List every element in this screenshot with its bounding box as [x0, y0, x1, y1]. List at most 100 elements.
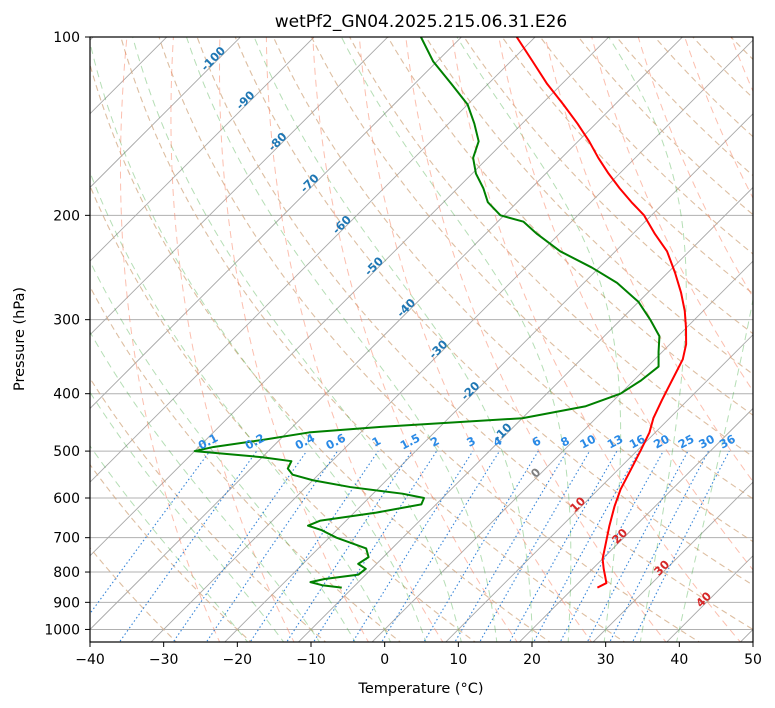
- y-tick-label: 800: [53, 565, 80, 581]
- chart-title: wetPf2_GN04.2025.215.06.31.E26: [275, 12, 567, 32]
- dry-adiabat: [90, 463, 252, 642]
- equivalent-adiabat: [498, 37, 753, 571]
- isotherm-line: [90, 37, 463, 410]
- isotherm-label: 10: [567, 494, 588, 515]
- equivalent-adiabat: [684, 37, 753, 200]
- isotherm-line: [90, 37, 389, 336]
- dry-adiabat: [463, 37, 753, 335]
- y-tick-label: 100: [53, 30, 80, 46]
- mixing-ratio-label: 8: [558, 434, 572, 450]
- plot-frame: [89, 36, 754, 643]
- mixing-ratio-line: [559, 450, 664, 642]
- dry-adiabat: [120, 37, 626, 642]
- dry-adiabat: [348, 37, 753, 458]
- dry-adiabat: [730, 37, 753, 61]
- isotherm-label: 20: [609, 526, 630, 547]
- mixing-ratio-line: [286, 450, 413, 642]
- isotherm-label: -30: [426, 337, 451, 362]
- y-tick-label: 400: [53, 387, 80, 403]
- mixing-ratio-label: 16: [627, 432, 648, 452]
- moist-adiabat: [608, 37, 687, 642]
- equivalent-adiabat: [312, 37, 518, 642]
- isotherm-line: [90, 37, 536, 483]
- x-tick-label: −10: [296, 652, 326, 668]
- x-tick-label: 30: [597, 652, 615, 668]
- isotherm-label: -60: [329, 212, 354, 237]
- moist-adiabat: [253, 37, 533, 642]
- isotherm-line: [518, 407, 753, 642]
- mixing-ratio-line: [454, 450, 568, 642]
- isotherm-label: 30: [651, 557, 672, 578]
- dry-adiabat: [501, 37, 753, 295]
- isotherm-line: [666, 555, 753, 642]
- mixing-ratio-line: [586, 450, 689, 642]
- isotherm-line: [371, 260, 753, 642]
- equivalent-adiabat: [358, 37, 593, 642]
- mixing-ratio-line: [172, 450, 308, 642]
- isotherm-label: -80: [265, 129, 290, 154]
- isotherm-line: [150, 39, 753, 642]
- x-tick-label: −40: [75, 652, 105, 668]
- mixing-ratio-label: 1.5: [398, 431, 423, 453]
- mixing-ratio-label: 13: [605, 432, 626, 452]
- dry-adiabat: [90, 62, 551, 642]
- equivalent-adiabat: [451, 37, 742, 642]
- dry-adiabat: [272, 37, 753, 543]
- mixing-ratio-label: 6: [530, 434, 544, 450]
- moist-adiabat: [456, 37, 622, 642]
- x-tick-label: 40: [670, 652, 688, 668]
- dry-adiabat: [653, 37, 753, 138]
- mixing-ratio-line: [312, 450, 438, 642]
- isotherm-label: -90: [233, 88, 258, 113]
- y-axis-title: Pressure (hPa): [12, 287, 28, 391]
- mixing-ratio-label: 30: [696, 432, 717, 452]
- dry-adiabat: [692, 37, 753, 99]
- equivalent-adiabat: [637, 37, 753, 299]
- isotherm-line: [592, 481, 753, 642]
- dry-adiabat: [756, 24, 775, 645]
- isotherm-label: -100: [198, 44, 228, 74]
- moist-adiabat: [90, 444, 249, 642]
- y-tick-label: 200: [53, 208, 80, 224]
- y-tick-label: 700: [53, 531, 80, 547]
- equivalent-adiabat: [218, 37, 369, 642]
- mixing-ratio-line: [609, 450, 709, 642]
- mixing-ratio-line: [118, 450, 258, 642]
- x-tick-label: −20: [223, 652, 253, 668]
- mixing-ratio-label: 20: [651, 432, 672, 452]
- moist-adiabat: [676, 296, 753, 642]
- temperature-profile: [515, 37, 688, 589]
- isotherm-line: [90, 37, 242, 189]
- dry-adiabat: [90, 184, 477, 642]
- y-tick-label: 1000: [44, 622, 80, 638]
- equivalent-adiabat: [730, 37, 753, 93]
- moist-adiabat: [90, 260, 356, 642]
- isotherm-line: [90, 37, 610, 557]
- isotherm-line: [445, 334, 753, 642]
- mixing-ratio-line: [90, 450, 211, 615]
- x-tick-label: 20: [523, 652, 541, 668]
- isotherm-line: [297, 186, 753, 642]
- mixing-ratio-line: [423, 450, 539, 642]
- moist-adiabat: [90, 171, 392, 642]
- dry-adiabat: [577, 37, 753, 216]
- mixing-ratio-label: 3: [464, 434, 478, 450]
- equivalent-adiabat: [119, 37, 221, 642]
- equivalent-adiabat: [591, 37, 753, 392]
- x-tick-label: 10: [449, 652, 467, 668]
- y-tick-label: 300: [53, 313, 80, 329]
- moist-adiabat: [185, 37, 498, 642]
- moist-adiabat: [90, 331, 321, 642]
- moist-adiabat: [340, 37, 572, 642]
- mixing-ratio-line: [205, 450, 338, 642]
- y-tick-label: 600: [53, 491, 80, 507]
- mixing-ratio-line: [631, 450, 730, 642]
- dry-adiabat: [90, 377, 327, 642]
- mixing-ratio-label: 25: [676, 432, 697, 452]
- y-tick-label: 500: [53, 444, 80, 460]
- mixing-ratio-label: 2: [428, 434, 442, 450]
- dry-adiabat: [196, 37, 753, 631]
- isotherm-line: [739, 628, 753, 642]
